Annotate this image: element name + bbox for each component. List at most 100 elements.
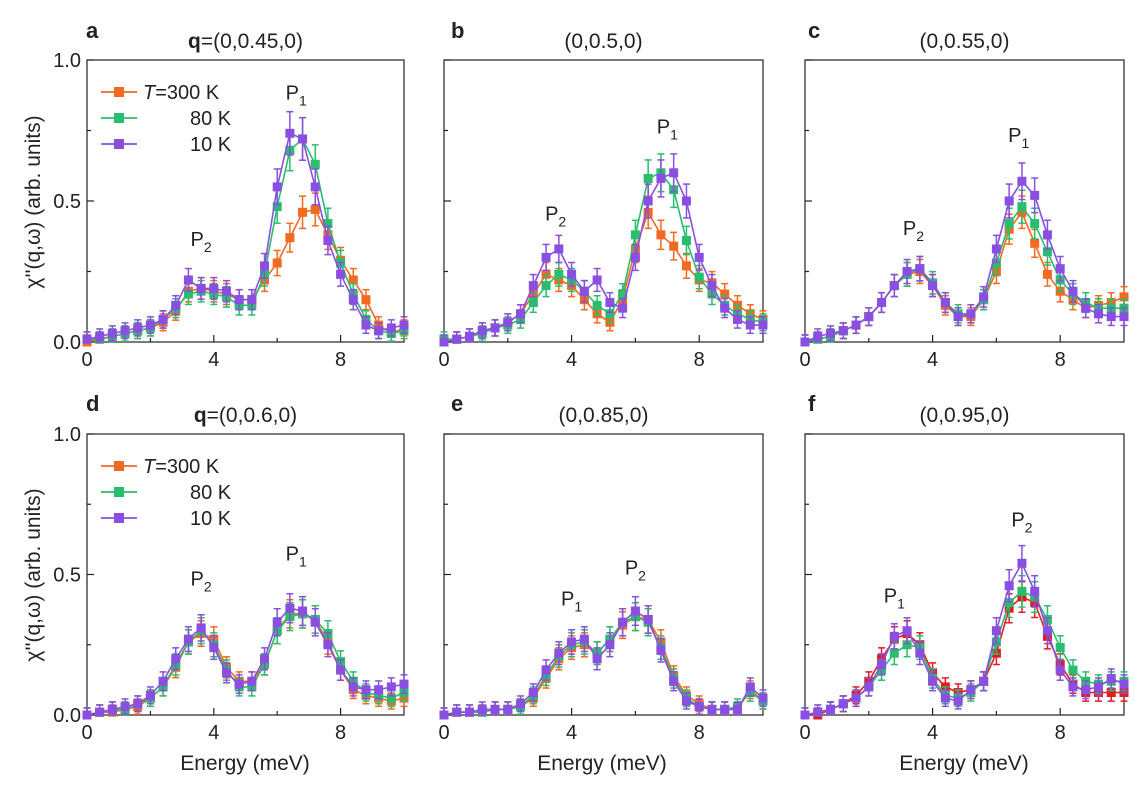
data-point [902,626,912,636]
data-point [851,320,861,330]
data-point [272,182,282,192]
data-point [851,693,861,703]
legend-d: T=300 K 80 K 10 K [101,456,232,530]
data-point [336,269,346,279]
data-point [465,331,475,341]
data-point [800,337,810,347]
panel-title-f: (0,0.95,0) [920,404,1010,427]
data-point [915,264,925,274]
series-f-T300_f [800,580,1129,720]
data-point [940,693,950,703]
x-tick-label-b: 0 [438,349,449,371]
data-point [1093,309,1103,319]
data-point [745,682,755,692]
x-tick-label-e: 0 [438,722,449,744]
legend-marker [114,487,124,497]
data-point [928,676,938,686]
data-point [1030,238,1040,248]
series-line-e-T300 [443,615,764,716]
data-point [1055,643,1065,653]
x-axis-title-e: Energy (meV) [537,752,667,775]
data-point [669,676,679,686]
x-tick-label-e: 8 [694,722,705,744]
data-point [877,659,887,669]
data-point [669,168,679,178]
data-point [298,606,308,616]
peak-label-a: P2 [191,229,212,255]
data-point [361,685,371,695]
series-c-T300 [800,195,1129,347]
data-point [902,267,912,276]
series-line-c-T10 [804,179,1124,343]
panel-title-b: (0,0.5,0) [564,30,642,53]
data-point [399,320,409,330]
data-point [171,300,181,310]
data-point [120,702,130,712]
series-e-T80 [439,601,768,720]
data-point [323,219,333,229]
data-point [348,275,358,285]
data-point [681,196,691,206]
data-point [465,707,475,717]
data-point [452,707,462,717]
data-point [1081,685,1091,695]
data-point [133,323,143,333]
peak-label-e: P2 [625,558,646,584]
data-point [298,207,308,217]
data-point [579,286,589,296]
panel-title-a: q=(0,0.45,0) [188,30,303,53]
data-point [528,688,538,698]
data-point [1119,312,1129,322]
data-point [1119,292,1129,302]
data-point [1030,219,1040,229]
panel-frames [86,59,1125,716]
data-point [1017,202,1027,212]
data-point [477,704,487,714]
legend-label: 10 K [190,134,232,156]
data-point [183,634,193,644]
data-point [618,617,628,627]
data-point [158,314,168,324]
data-point [399,679,409,689]
peak-label-f: P2 [1011,510,1032,536]
x-tick-label-a: 0 [81,349,92,371]
data-point [605,640,615,650]
data-point [260,261,270,271]
data-point [826,704,836,714]
data-point [374,326,384,336]
data-point [877,298,887,308]
y-axis-title-bottom: χ''(q,ω) (arb. units) [22,488,45,661]
data-point [272,202,282,212]
data-point [979,676,989,686]
data-point [618,303,628,313]
data-point [490,323,500,333]
data-point [1030,586,1040,596]
data-point [1055,665,1065,675]
y-tick-label-a: 0.5 [53,191,81,213]
data-point [630,606,640,616]
legend-marker [114,87,124,97]
data-point [285,603,295,613]
peak-label-e: P1 [561,588,582,614]
x-tick-label-f: 0 [799,722,810,744]
data-point [541,665,551,675]
data-point [310,617,320,627]
series-d-T300 [82,598,409,720]
legend-marker [114,513,124,523]
panel-letter-d: d [86,391,99,416]
series-line-a-T10 [86,132,405,340]
data-point [630,230,640,240]
x-axis-title-f: Energy (meV) [899,752,1029,775]
series-b-T300 [439,195,768,347]
data-point [928,281,938,291]
data-point [592,275,602,285]
data-point [209,283,219,293]
panel-letter-b: b [451,18,464,43]
y-tick-label-d: 1.0 [53,424,81,446]
legend-marker [114,113,124,123]
data-point [940,298,950,308]
data-point [953,312,963,322]
y-tick-label-d: 0.5 [53,565,81,587]
data-point [336,665,346,675]
data-point [579,634,589,644]
